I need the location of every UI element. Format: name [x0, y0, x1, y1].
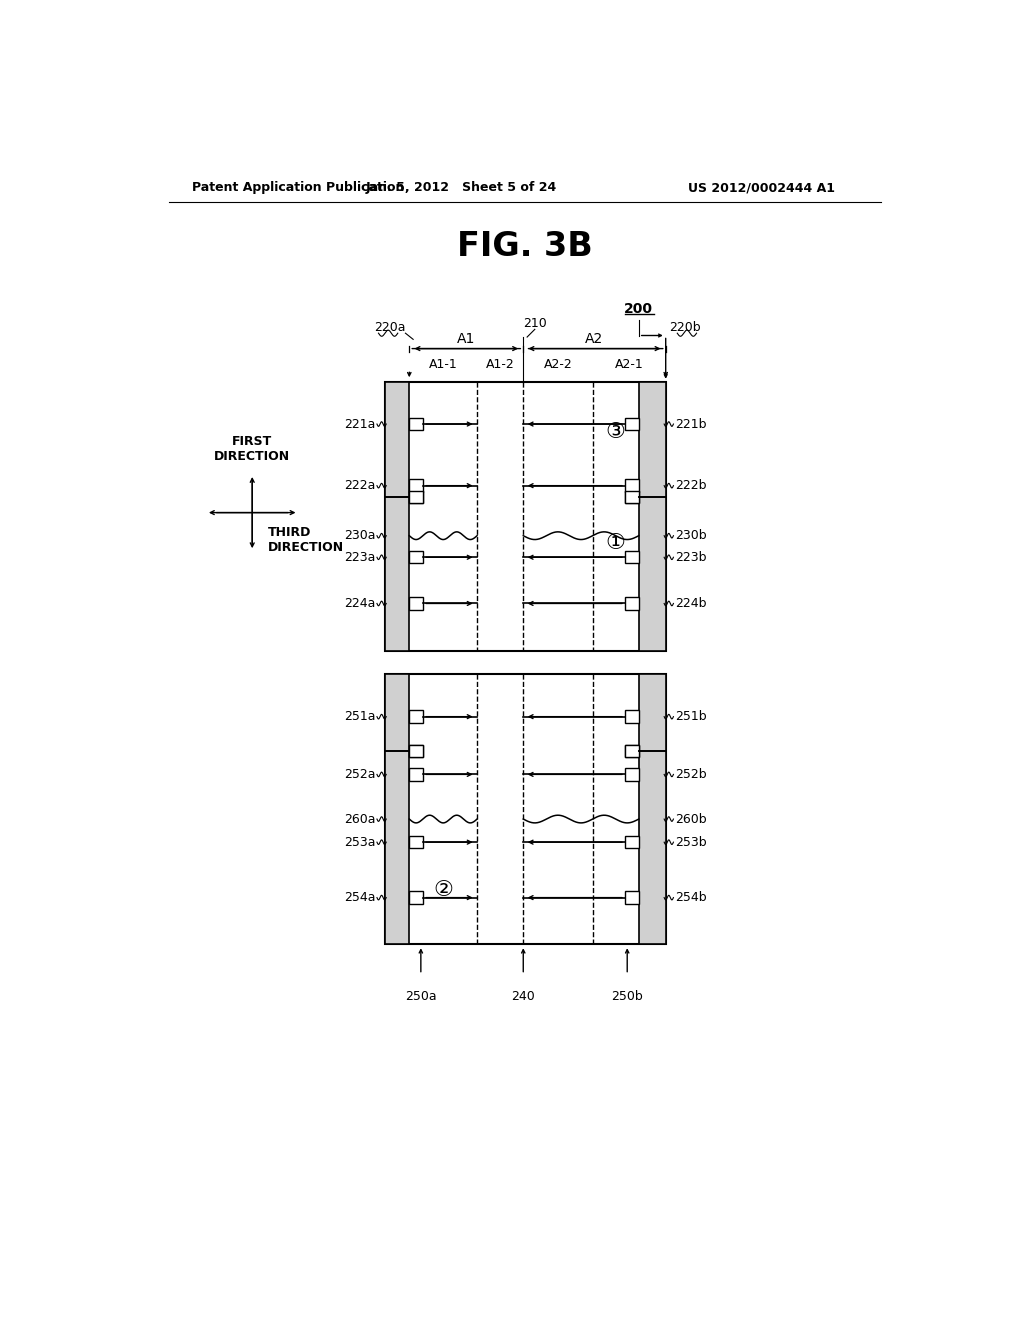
Text: 251b: 251b [675, 710, 707, 723]
Bar [625, 479, 639, 492]
Text: 200: 200 [625, 302, 653, 317]
Text: A1: A1 [457, 333, 475, 346]
Bar [639, 675, 666, 944]
Text: 260a: 260a [344, 813, 376, 825]
Text: 254b: 254b [675, 891, 707, 904]
Text: 252b: 252b [675, 768, 707, 781]
Text: ①: ① [605, 533, 626, 553]
Text: A2: A2 [586, 333, 603, 346]
Text: 220b: 220b [670, 321, 701, 334]
Text: 223a: 223a [344, 550, 376, 564]
Bar [410, 710, 423, 723]
Text: 222a: 222a [344, 479, 376, 492]
Text: US 2012/0002444 A1: US 2012/0002444 A1 [688, 181, 836, 194]
Bar [410, 552, 423, 564]
Text: 222b: 222b [675, 479, 707, 492]
Text: ③: ③ [605, 422, 626, 442]
Text: 230a: 230a [344, 529, 376, 543]
Text: A1-2: A1-2 [485, 358, 514, 371]
Text: Jan. 5, 2012   Sheet 5 of 24: Jan. 5, 2012 Sheet 5 of 24 [366, 181, 557, 194]
Text: 252a: 252a [344, 768, 376, 781]
Bar [385, 675, 410, 944]
Bar [410, 491, 423, 503]
Text: 260b: 260b [675, 813, 707, 825]
Bar [385, 381, 410, 651]
Bar [410, 836, 423, 849]
Bar [625, 418, 639, 430]
Bar [625, 710, 639, 723]
Bar [625, 891, 639, 904]
Bar [410, 744, 423, 758]
Text: A2-1: A2-1 [614, 358, 643, 371]
Text: A1-1: A1-1 [429, 358, 458, 371]
Text: 253b: 253b [675, 836, 707, 849]
Bar [410, 744, 423, 758]
Text: A2-2: A2-2 [544, 358, 572, 371]
Text: Patent Application Publication: Patent Application Publication [193, 181, 404, 194]
Bar [625, 552, 639, 564]
Text: 224b: 224b [675, 597, 707, 610]
Text: 254a: 254a [344, 891, 376, 904]
Bar [410, 491, 423, 503]
Bar [385, 381, 666, 651]
Bar [410, 479, 423, 492]
Text: 250b: 250b [611, 990, 643, 1003]
Text: 251a: 251a [344, 710, 376, 723]
Bar [410, 891, 423, 904]
Bar [410, 597, 423, 610]
Bar [625, 768, 639, 780]
Text: 220a: 220a [374, 321, 406, 334]
Text: 223b: 223b [675, 550, 707, 564]
Bar [625, 597, 639, 610]
Text: FIG. 3B: FIG. 3B [457, 231, 593, 264]
Text: 224a: 224a [344, 597, 376, 610]
Bar [625, 744, 639, 758]
Text: 253a: 253a [344, 836, 376, 849]
Text: ②: ② [433, 880, 454, 900]
Text: 221a: 221a [344, 417, 376, 430]
Bar [625, 744, 639, 758]
Bar [625, 491, 639, 503]
Bar [410, 768, 423, 780]
Bar [410, 418, 423, 430]
Bar [639, 381, 666, 651]
Text: THIRD
DIRECTION: THIRD DIRECTION [267, 527, 344, 554]
Bar [625, 836, 639, 849]
Text: 240: 240 [511, 990, 536, 1003]
Text: 250a: 250a [406, 990, 436, 1003]
Bar [625, 491, 639, 503]
Text: 221b: 221b [675, 417, 707, 430]
Bar [385, 675, 666, 944]
Text: 230b: 230b [675, 529, 707, 543]
Text: 210: 210 [523, 317, 547, 330]
Text: FIRST
DIRECTION: FIRST DIRECTION [214, 434, 290, 462]
